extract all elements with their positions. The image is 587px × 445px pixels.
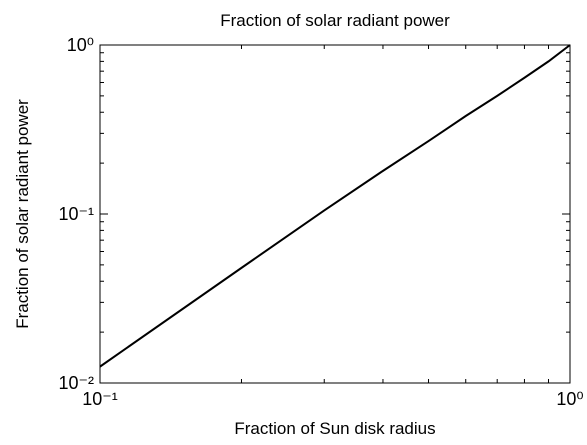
x-axis-label: Fraction of Sun disk radius — [234, 419, 435, 438]
y-tick-label: 10⁻² — [58, 373, 94, 393]
chart-title: Fraction of solar radiant power — [220, 11, 450, 30]
x-tick-label: 10⁰ — [556, 389, 583, 409]
x-tick-label: 10⁻¹ — [82, 389, 118, 409]
y-tick-label: 10⁻¹ — [58, 204, 94, 224]
plot-frame — [99, 44, 571, 384]
data-line — [99, 44, 571, 368]
y-axis-label: Fraction of solar radiant power — [13, 99, 32, 329]
y-tick-label: 10⁰ — [67, 35, 94, 55]
